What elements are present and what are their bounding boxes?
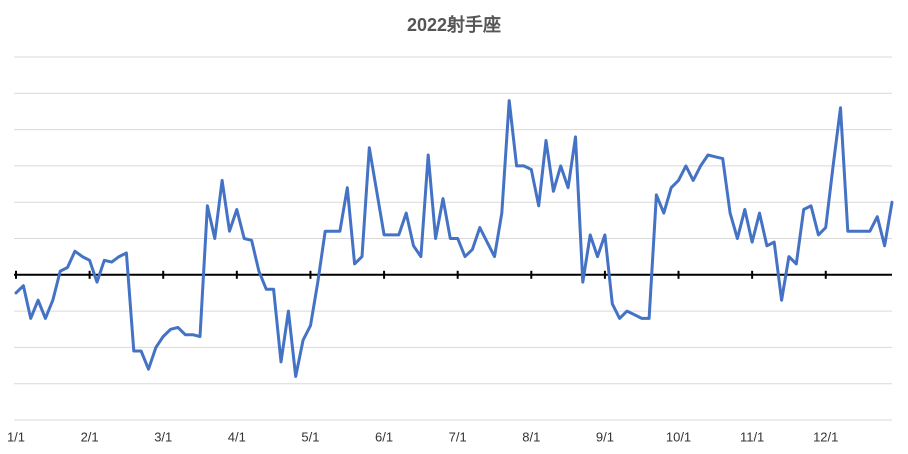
x-tick-label: 8/1 bbox=[522, 429, 540, 444]
x-tick-label: 3/1 bbox=[154, 429, 172, 444]
x-tick-label: 9/1 bbox=[596, 429, 614, 444]
x-tick-label: 1/1 bbox=[7, 429, 25, 444]
x-tick-label: 6/1 bbox=[375, 429, 393, 444]
x-tick-label: 5/1 bbox=[301, 429, 319, 444]
x-tick-label: 12/1 bbox=[813, 429, 838, 444]
chart-title: 2022射手座 bbox=[407, 14, 501, 35]
x-tick-label: 4/1 bbox=[228, 429, 246, 444]
x-tick-label: 7/1 bbox=[449, 429, 467, 444]
data-line bbox=[14, 99, 894, 378]
x-tick-label: 2/1 bbox=[81, 429, 99, 444]
x-tick-label: 10/1 bbox=[666, 429, 691, 444]
x-tick-label: 11/1 bbox=[740, 429, 764, 444]
